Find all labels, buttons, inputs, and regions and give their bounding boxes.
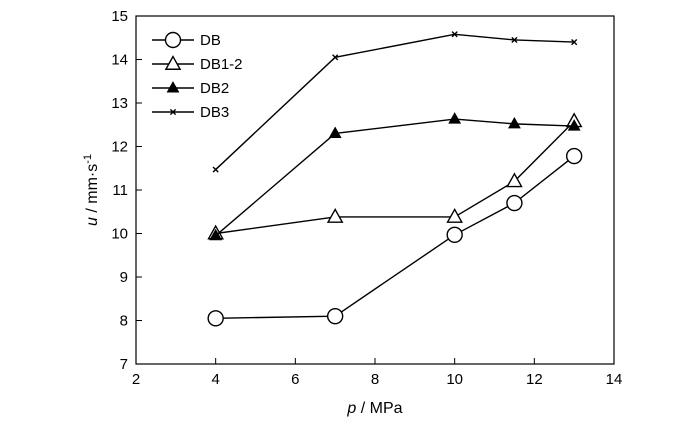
x-axis-var: p: [346, 400, 356, 417]
y-tick-label: 7: [120, 356, 128, 373]
data-point: [212, 166, 219, 173]
data-point: [506, 172, 523, 188]
legend-label: DB3: [200, 104, 229, 121]
data-point: [326, 307, 344, 325]
data-point: [332, 54, 339, 61]
series-line: [215, 33, 575, 171]
y-tick-label: 14: [111, 52, 128, 69]
x-tick-label: 8: [371, 371, 379, 388]
data-point: [448, 112, 462, 124]
series-db1-2: [207, 112, 583, 240]
y-tick-label: 8: [120, 313, 128, 330]
legend-entry: DB: [152, 31, 221, 49]
data-point: [567, 119, 581, 131]
data-point: [511, 36, 518, 44]
x-tick-label: 14: [606, 371, 623, 388]
data-point: [446, 226, 463, 244]
legend: DB DB1-2 DB2 DB3: [152, 31, 243, 121]
data-point: [209, 228, 223, 241]
legend-entry: DB1-2: [152, 55, 243, 73]
x-axis-unit: / MPa: [356, 400, 402, 417]
series-line: [215, 118, 575, 237]
data-point: [451, 31, 458, 38]
legend-entry: DB2: [152, 80, 229, 97]
data-point: [166, 81, 180, 93]
data-point: [169, 108, 177, 116]
x-tick-label: 4: [211, 371, 219, 388]
data-point: [507, 116, 521, 129]
data-point: [326, 208, 344, 223]
series-db2: [209, 112, 581, 241]
legend-entry: DB3: [152, 104, 229, 121]
series-db3: [212, 31, 578, 173]
series-layer: [207, 31, 583, 327]
y-tick-label: 9: [120, 269, 128, 286]
series-line: [215, 120, 575, 235]
data-point: [565, 147, 583, 165]
y-axis-label: u / mm·s-1: [82, 154, 101, 226]
y-axis-unit-exponent: -1: [82, 154, 94, 164]
data-point: [164, 55, 182, 70]
legend-label: DB1-2: [200, 56, 243, 73]
legend-label: DB: [200, 32, 221, 49]
series-line: [215, 155, 575, 320]
x-tick-label: 10: [446, 371, 463, 388]
data-point: [328, 126, 342, 139]
x-axis: 2 4 6 8 10 12 14: [132, 358, 623, 388]
y-tick-label: 11: [112, 182, 128, 199]
data-point: [207, 310, 224, 327]
data-point: [164, 31, 182, 49]
y-tick-label: 10: [111, 226, 128, 243]
y-axis-var: u: [84, 217, 101, 226]
y-axis: 7 8 9 10 11 12 13 14 15: [111, 8, 142, 373]
data-point: [571, 39, 578, 46]
y-tick-label: 12: [111, 139, 128, 156]
x-tick-label: 6: [291, 371, 299, 388]
data-point: [446, 208, 463, 223]
legend-label: DB2: [200, 80, 229, 97]
x-tick-label: 2: [132, 371, 140, 388]
x-tick-label: 12: [526, 371, 543, 388]
y-axis-unit: / mm·s: [84, 164, 101, 217]
y-tick-label: 15: [111, 8, 128, 25]
series-db: [207, 147, 583, 327]
x-axis-label: p / MPa: [346, 400, 402, 417]
data-point: [506, 194, 523, 212]
y-tick-label: 13: [111, 95, 128, 112]
